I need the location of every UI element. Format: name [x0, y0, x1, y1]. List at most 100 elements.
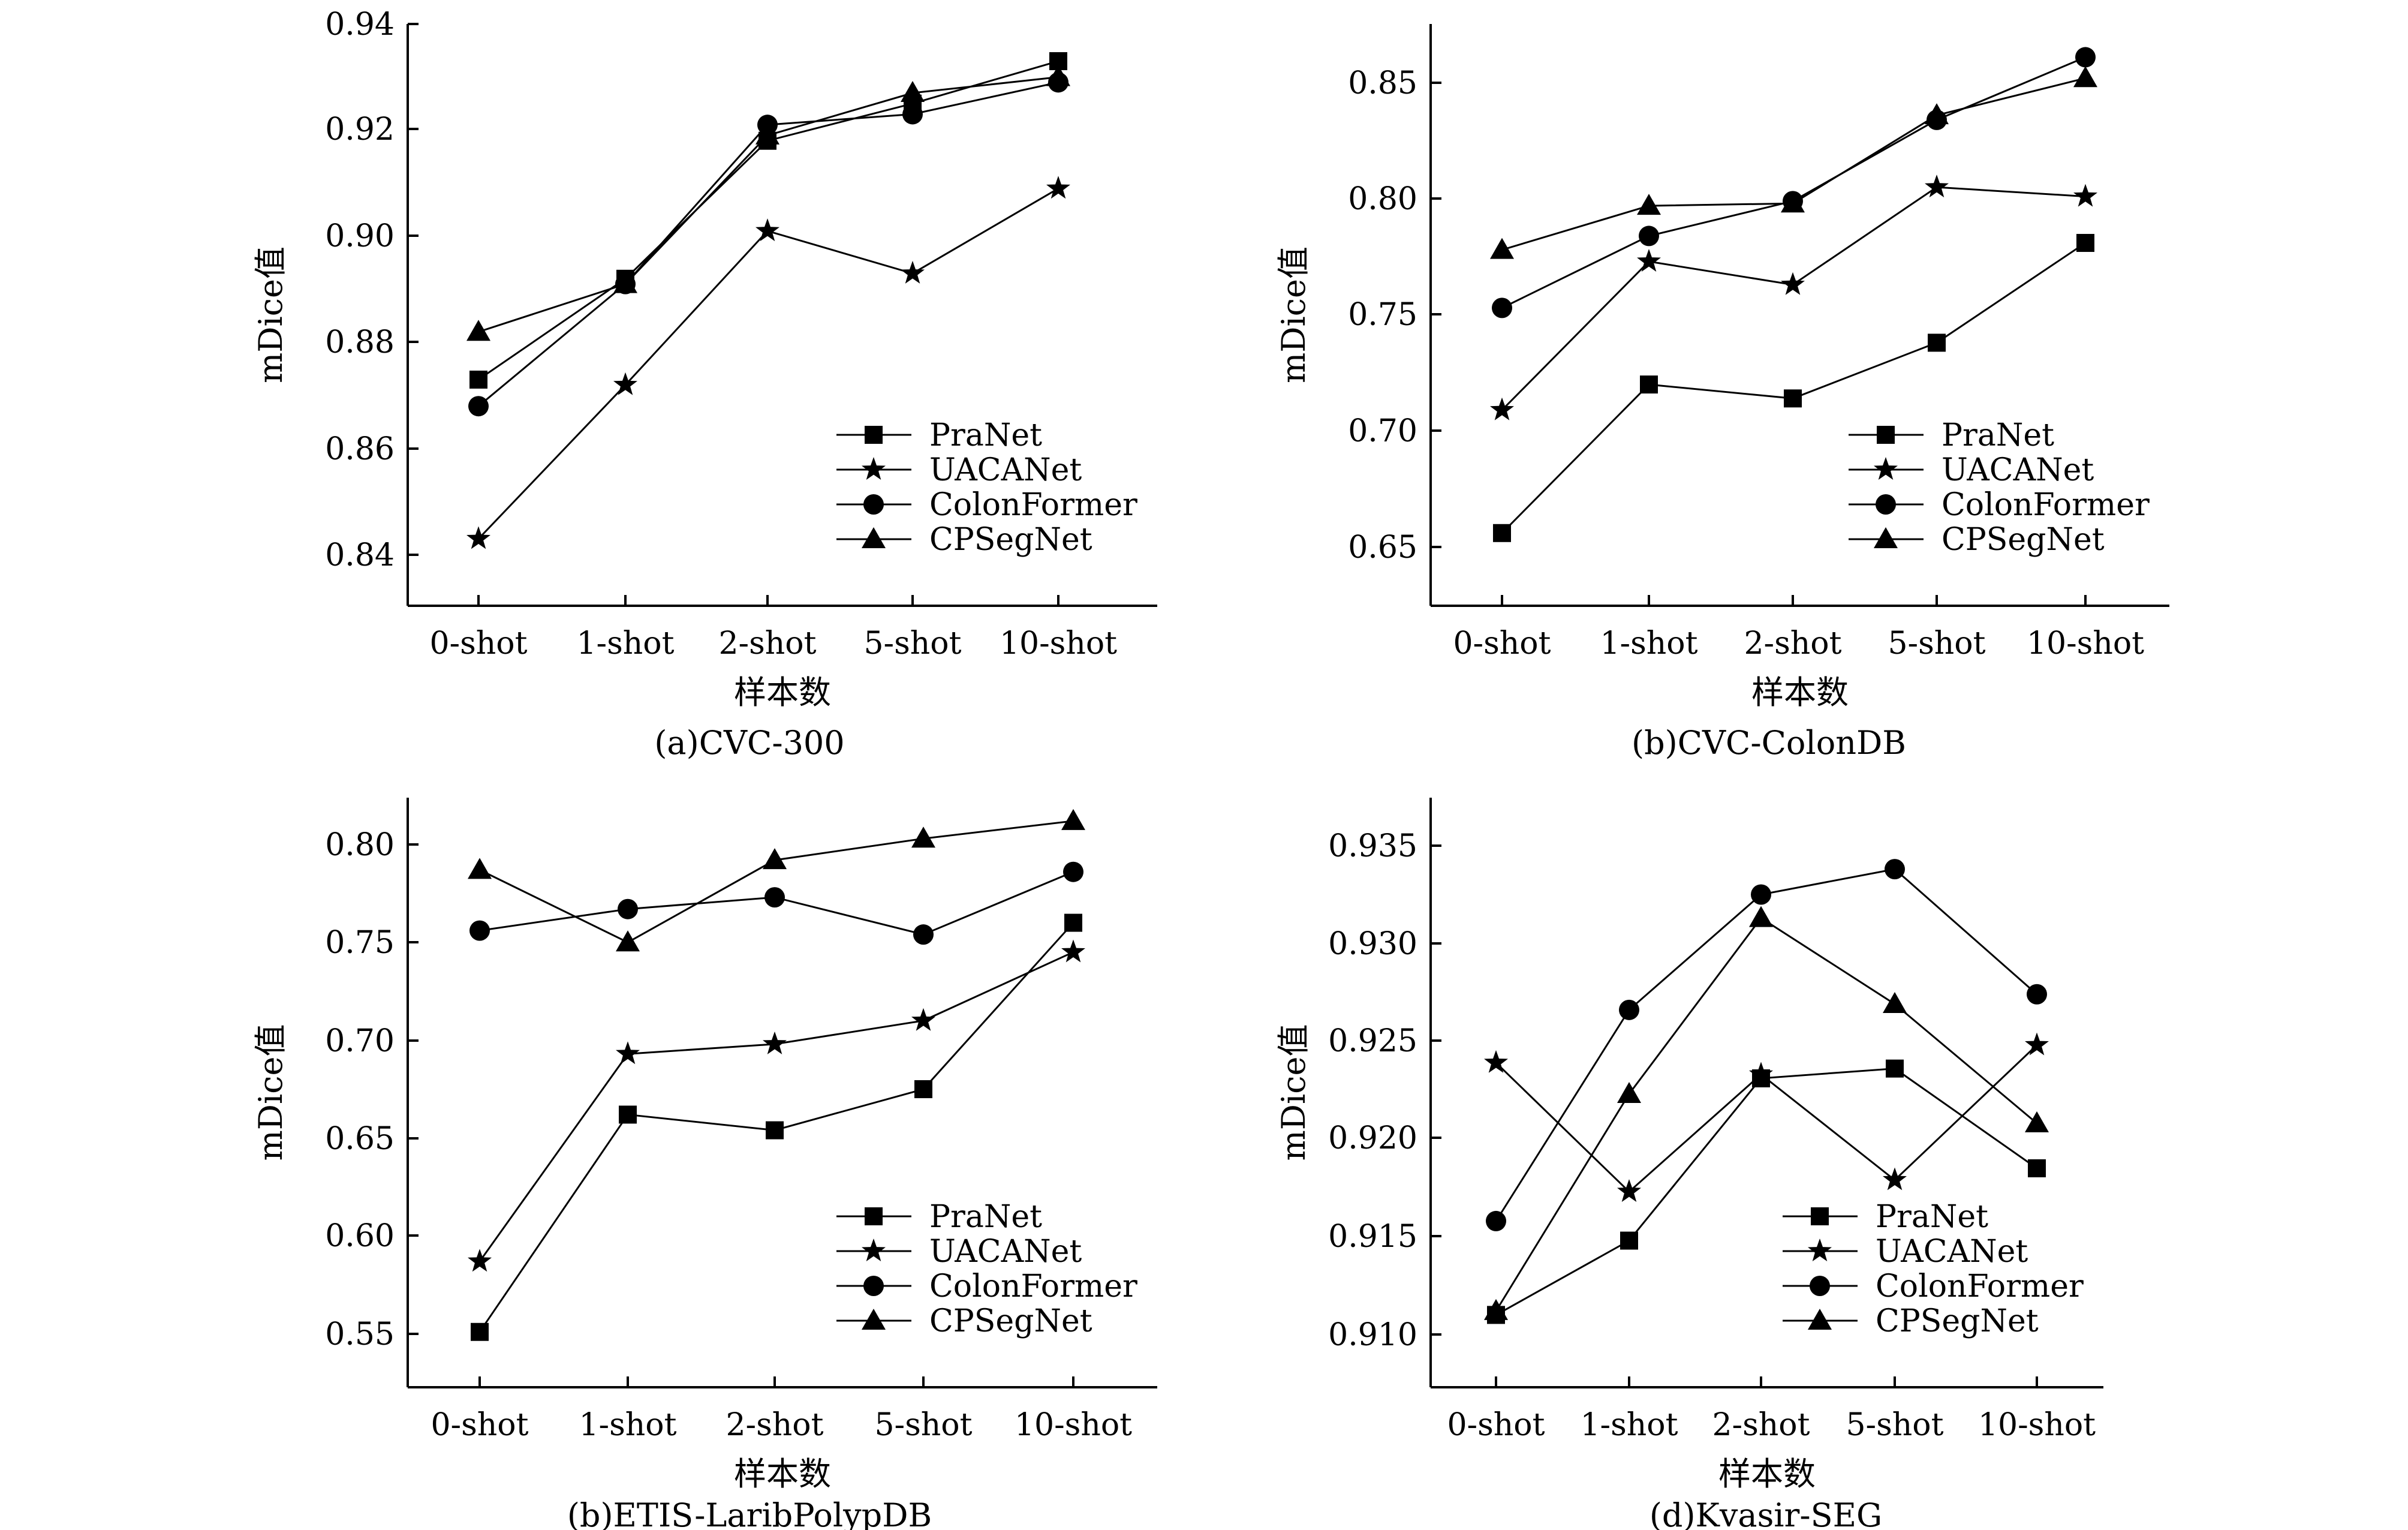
- series-uacanet: [1490, 175, 2097, 420]
- y-tick-label: 0.84: [325, 537, 395, 573]
- data-point: [2025, 1111, 2049, 1132]
- y-tick-label: 0.86: [325, 431, 395, 467]
- data-point: [2075, 47, 2096, 68]
- legend-marker: [862, 1309, 886, 1330]
- x-tick-label: 10-shot: [1015, 1407, 1132, 1443]
- y-tick-label: 0.94: [325, 7, 395, 43]
- data-point: [468, 858, 492, 879]
- legend-marker: [865, 426, 883, 444]
- series-line: [478, 60, 1059, 381]
- panel-caption: (b)CVC-ColonDB: [1632, 724, 1906, 762]
- legend-marker: [862, 1239, 886, 1261]
- x-tick-label: 2-shot: [718, 626, 816, 662]
- data-point: [1751, 884, 1771, 905]
- x-tick-label: 0-shot: [1453, 626, 1551, 662]
- data-point: [1061, 939, 1085, 963]
- legend-label: CPSegNet: [1876, 1303, 2039, 1339]
- x-axis-title: 样本数: [734, 1455, 831, 1493]
- data-point: [1883, 1167, 1907, 1191]
- data-point: [1925, 175, 1949, 198]
- chart-panel-3: 0.55 0.60 0.65 0.70 0.75 0.80 0-shot 1-shot 2-sh…: [252, 798, 1157, 1530]
- legend-label: UACANet: [929, 1234, 1082, 1270]
- x-tick-label: 10-shot: [1000, 626, 1117, 662]
- data-point: [2073, 184, 2097, 207]
- data-point: [1490, 238, 1514, 259]
- chart-panel-2: 0.65 0.70 0.75 0.80 0.85 0-shot 1-shot 2-shot 5-…: [1275, 24, 2169, 762]
- y-tick-label: 0.915: [1328, 1219, 1417, 1255]
- y-tick-label: 0.92: [325, 112, 395, 148]
- data-point: [2073, 66, 2097, 88]
- legend-label: UACANet: [1942, 452, 2094, 488]
- data-point: [1640, 375, 1658, 394]
- data-point: [1883, 992, 1907, 1014]
- y-axis-title: mDice值: [252, 247, 290, 383]
- series-line: [1495, 1044, 2038, 1194]
- y-tick-label: 0.55: [325, 1316, 395, 1352]
- data-point: [468, 1249, 492, 1272]
- data-point: [1046, 176, 1070, 199]
- series-colonformer: [468, 72, 1068, 417]
- data-point: [1484, 1298, 1508, 1320]
- legend-label: ColonFormer: [929, 1269, 1137, 1304]
- panel-caption: (b)ETIS-LaribPolypDB: [567, 1496, 932, 1530]
- x-tick-label: 2-shot: [1712, 1407, 1810, 1443]
- x-tick-label: 5-shot: [874, 1407, 972, 1443]
- data-point: [1784, 389, 1802, 408]
- data-point: [1486, 1210, 1506, 1231]
- legend-label: PraNet: [929, 417, 1042, 453]
- y-tick-label: 0.930: [1328, 926, 1417, 962]
- data-point: [1620, 1231, 1638, 1250]
- data-point: [1749, 1062, 1773, 1085]
- y-tick-label: 0.65: [325, 1121, 395, 1157]
- legend-label: CPSegNet: [929, 1303, 1092, 1339]
- x-tick-label: 5-shot: [1846, 1407, 1943, 1443]
- data-point: [613, 372, 637, 395]
- series-line: [1501, 56, 2086, 309]
- legend-marker: [863, 1276, 884, 1296]
- chart-panel-1: 0.84 0.86 0.88 0.90 0.92 0.94 0-shot 1-shot 2-sh…: [252, 7, 1157, 762]
- legend-marker: [1811, 1207, 1829, 1225]
- series-uacanet: [466, 176, 1070, 549]
- y-tick-label: 0.920: [1328, 1120, 1417, 1156]
- series-uacanet: [468, 939, 1085, 1272]
- data-point: [616, 930, 640, 952]
- data-point: [1064, 913, 1082, 932]
- legend-label: ColonFormer: [1942, 487, 2150, 523]
- y-tick-label: 0.85: [1348, 65, 1417, 101]
- data-point: [1046, 65, 1070, 86]
- data-point: [911, 1008, 935, 1031]
- y-tick-label: 0.60: [325, 1218, 395, 1254]
- series-cpsegnet: [466, 65, 1070, 341]
- y-tick-label: 0.80: [1348, 181, 1417, 217]
- y-axis-title: mDice值: [252, 1024, 290, 1161]
- legend-label: PraNet: [1876, 1199, 1988, 1235]
- y-axis-title: mDice值: [1275, 247, 1313, 383]
- x-tick-label: 1-shot: [579, 1407, 676, 1443]
- x-tick-label: 10-shot: [1978, 1407, 2096, 1443]
- x-axis-title: 样本数: [734, 674, 831, 711]
- data-point: [764, 887, 785, 908]
- series-line: [479, 820, 1074, 943]
- y-axis-title: mDice值: [1275, 1024, 1313, 1161]
- data-point: [2025, 1032, 2049, 1056]
- legend-label: UACANet: [1876, 1234, 2028, 1270]
- data-point: [755, 123, 779, 145]
- data-point: [466, 320, 490, 341]
- data-point: [1490, 397, 1514, 420]
- y-tick-label: 0.935: [1328, 828, 1417, 864]
- x-axis-title: 样本数: [1751, 674, 1849, 711]
- legend-label: CPSegNet: [1942, 522, 2105, 558]
- legend-marker: [1877, 426, 1895, 444]
- data-point: [1639, 226, 1659, 247]
- legend-marker: [1876, 494, 1896, 515]
- data-point: [468, 396, 489, 417]
- data-point: [755, 218, 779, 242]
- x-axis-title: 样本数: [1718, 1455, 1816, 1493]
- data-point: [1063, 861, 1083, 882]
- series-uacanet: [1484, 1032, 2049, 1202]
- legend-marker: [865, 1207, 883, 1225]
